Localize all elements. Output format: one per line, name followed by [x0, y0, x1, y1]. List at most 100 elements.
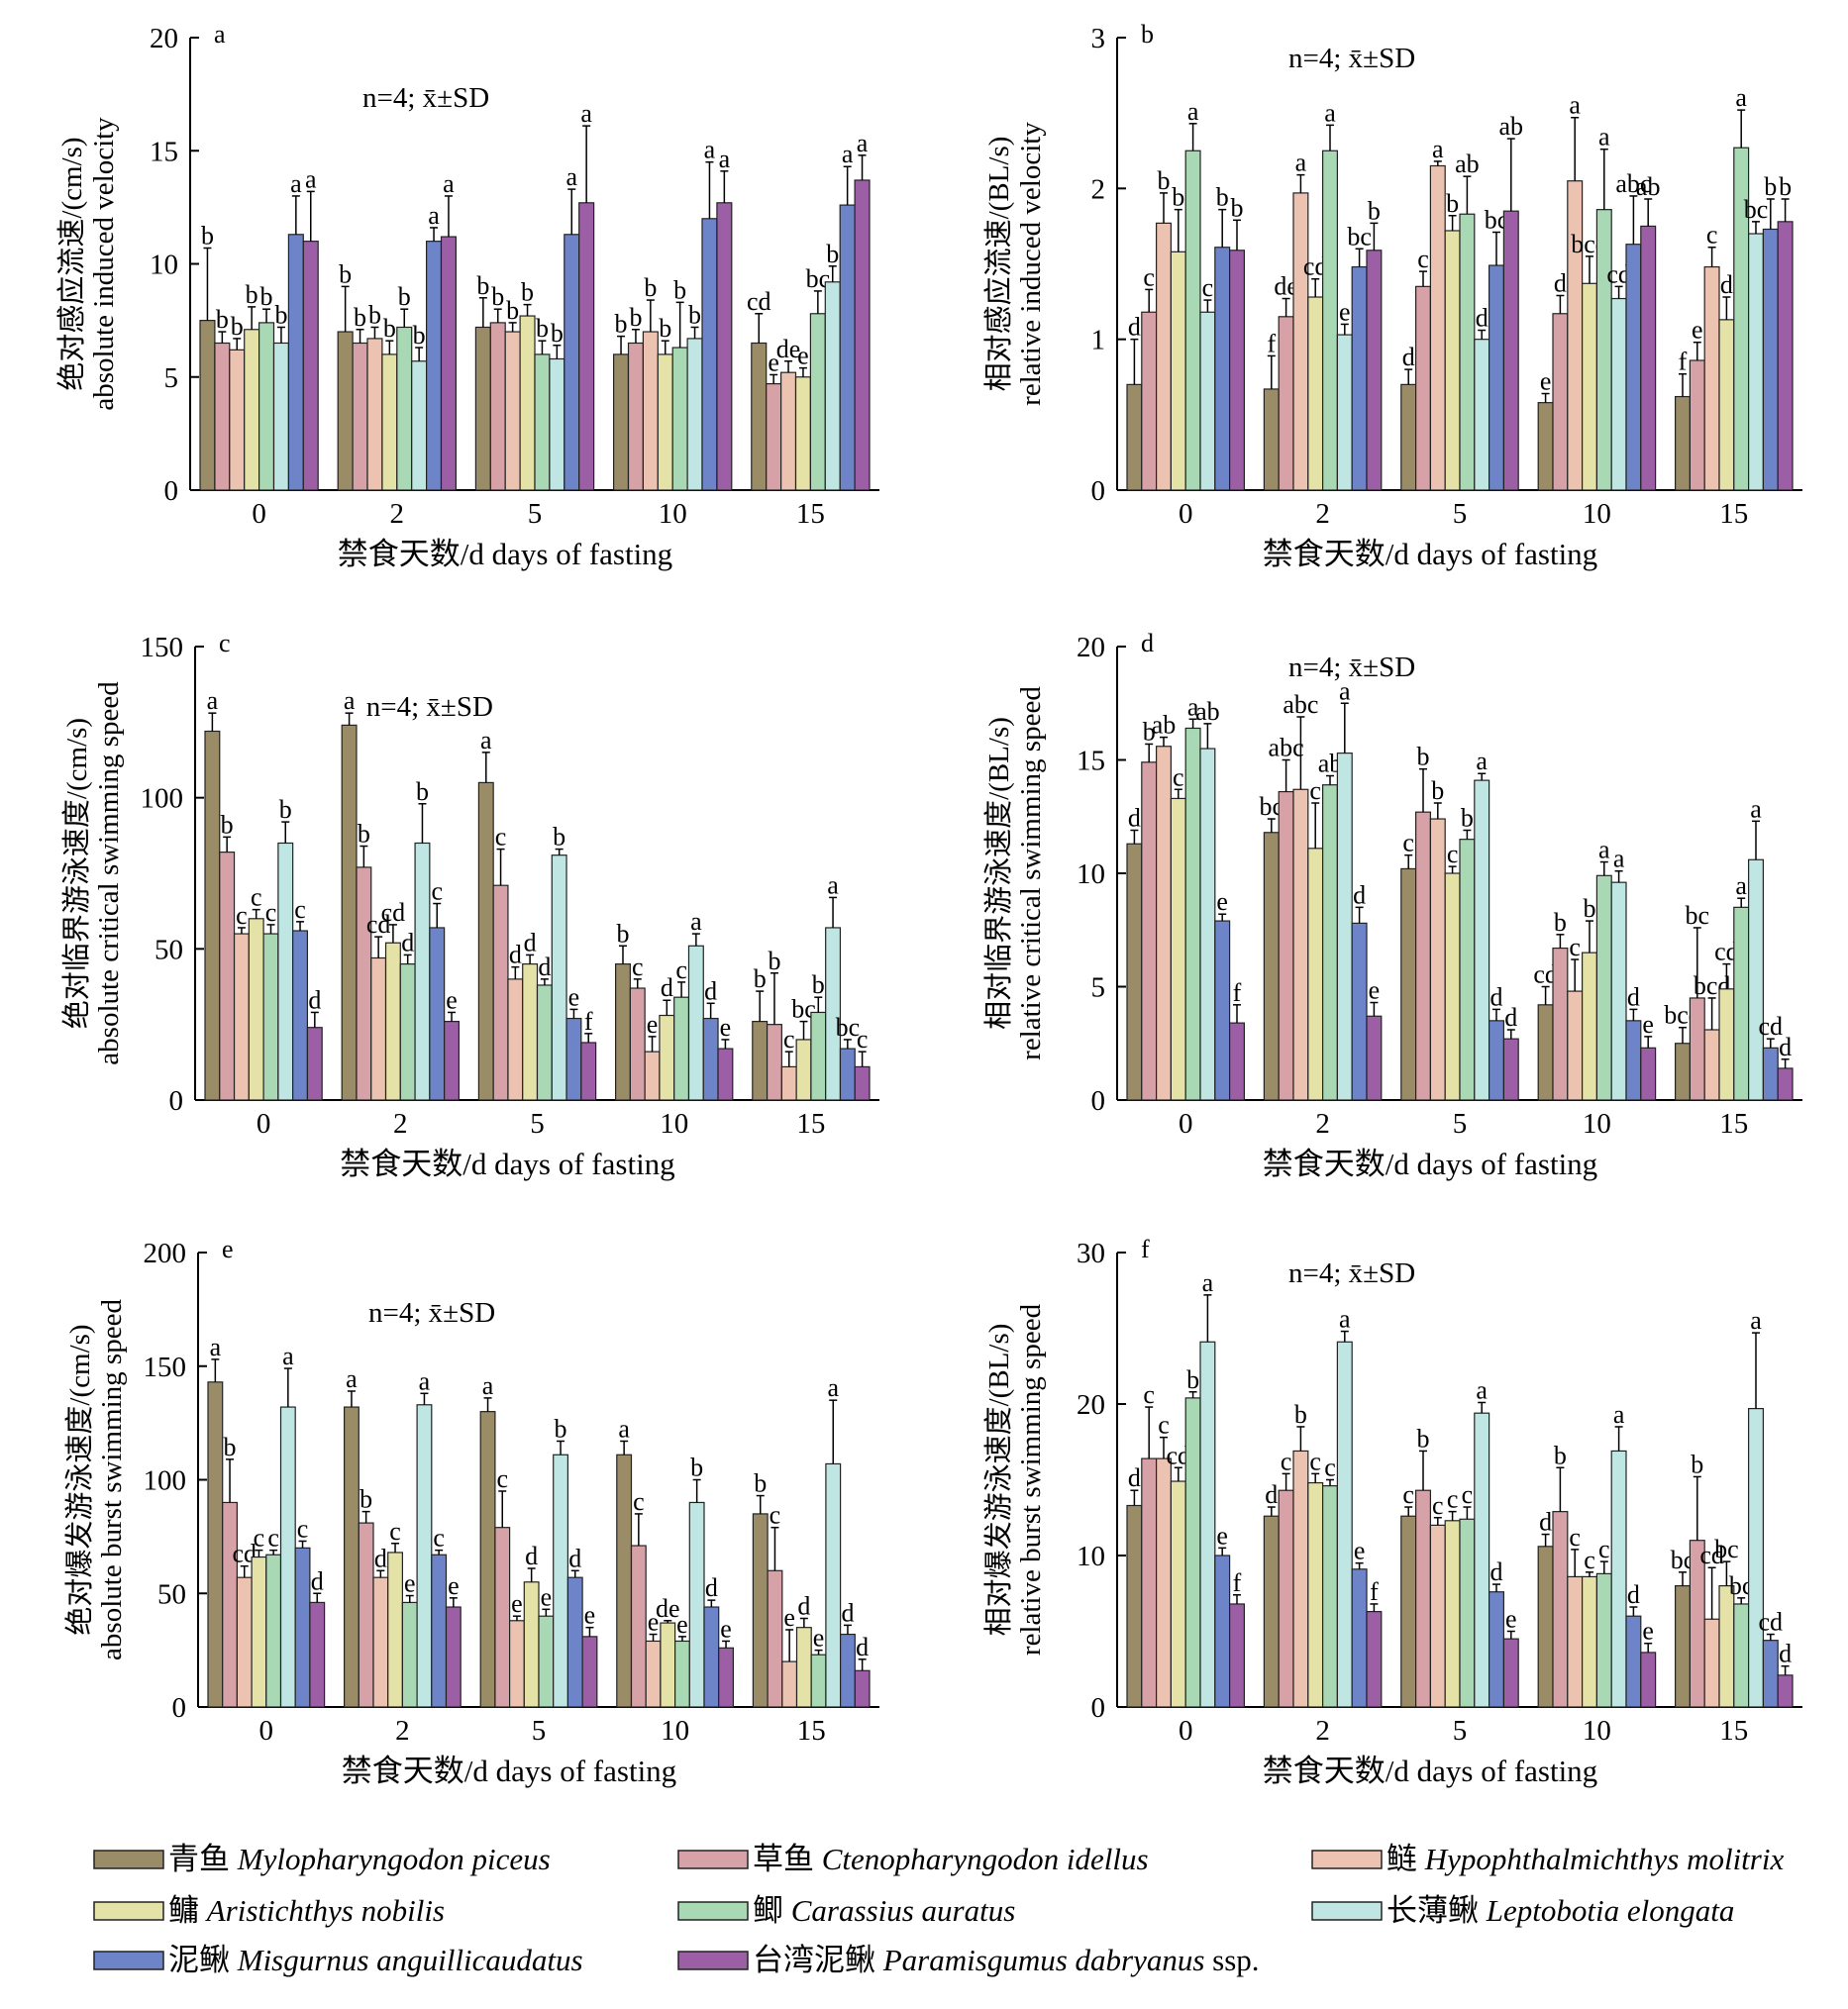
x-tick-label: 0: [257, 1108, 271, 1140]
bar: [356, 866, 372, 1101]
y-tick-label: 10: [150, 250, 178, 281]
bar: [1610, 1450, 1627, 1708]
bar: [1488, 264, 1504, 491]
significance-letter: b: [359, 1485, 372, 1514]
y-tick-label: 150: [141, 632, 184, 663]
x-tick-label: 15: [1719, 1715, 1748, 1747]
significance-letter: d: [1353, 880, 1366, 909]
significance-letter: d: [1128, 313, 1141, 342]
significance-letter: a: [565, 162, 577, 191]
bar: [1674, 1584, 1691, 1708]
bar: [566, 1576, 583, 1708]
y-axis-label: 绝对感应流速/(cm/s): [55, 137, 88, 390]
significance-letter: a: [1598, 836, 1610, 864]
bar: [717, 1048, 734, 1101]
bar: [1552, 947, 1569, 1101]
significance-letter: c: [1584, 1546, 1595, 1574]
bar: [474, 326, 491, 491]
significance-letter: f: [1233, 1568, 1242, 1597]
y-tick-label: 2: [1091, 173, 1106, 205]
bar: [1263, 388, 1280, 491]
bar: [781, 1660, 798, 1708]
bar: [384, 942, 401, 1101]
bar: [1155, 746, 1172, 1101]
bar: [366, 338, 383, 491]
significance-letter: d: [704, 976, 717, 1005]
bar: [1689, 997, 1705, 1101]
bar: [1733, 1603, 1750, 1708]
significance-letter: bc: [1347, 222, 1372, 251]
bar: [673, 1640, 690, 1708]
x-tick-label: 0: [252, 498, 266, 530]
bar: [1228, 1022, 1245, 1101]
significance-letter: d: [524, 928, 537, 956]
legend-swatch: [1311, 1850, 1383, 1869]
bar: [1155, 1457, 1172, 1708]
y-tick-label: 0: [169, 1085, 184, 1117]
legend-label: 草鱼 Ctenopharyngodon idellus: [753, 1842, 1149, 1876]
significance-letter: e: [720, 1614, 732, 1643]
significance-letter: abc: [1615, 169, 1651, 198]
bar: [1126, 1504, 1143, 1708]
significance-letter: b: [553, 823, 565, 852]
significance-letter: b: [339, 259, 352, 288]
panel-letter: b: [1141, 20, 1154, 49]
significance-letter: d: [311, 1566, 324, 1595]
bar: [1199, 1341, 1216, 1708]
significance-letter: a: [346, 1364, 358, 1393]
significance-letter: cd: [1699, 1541, 1724, 1569]
significance-letter: d: [1779, 1640, 1792, 1668]
bar: [1292, 192, 1309, 491]
sample-note: n=4; x̄±SD: [366, 691, 493, 723]
significance-letter: c: [1281, 1447, 1292, 1475]
bar: [1429, 164, 1446, 491]
bar: [1537, 402, 1554, 491]
significance-letter: c: [1402, 829, 1414, 857]
bar: [1170, 251, 1186, 491]
significance-letter: a: [443, 169, 455, 198]
y-tick-label: 15: [1077, 746, 1105, 777]
significance-letter: a: [480, 726, 492, 754]
bar: [1400, 1515, 1417, 1708]
significance-letter: b: [1143, 717, 1156, 746]
significance-letter: de: [776, 335, 801, 363]
bar: [553, 1454, 569, 1708]
significance-letter: a: [482, 1371, 494, 1400]
bar: [671, 347, 688, 491]
significance-letter: abc: [1283, 690, 1318, 719]
significance-letter: c: [1706, 221, 1718, 250]
bar: [1747, 233, 1764, 491]
bar: [306, 1027, 323, 1101]
significance-letter: b: [536, 314, 549, 343]
bar: [1199, 311, 1216, 491]
bar: [1703, 1618, 1720, 1708]
significance-letter: f: [1370, 1577, 1379, 1606]
x-axis-label: 禁食天数/d days of fasting: [338, 537, 672, 571]
y-tick-label: 0: [1091, 1085, 1106, 1117]
bar: [279, 1406, 296, 1708]
significance-letter: b: [1368, 196, 1381, 225]
bar: [1567, 180, 1584, 491]
significance-letter: c: [1324, 1454, 1336, 1482]
x-tick-label: 10: [1583, 498, 1611, 530]
bar: [302, 241, 319, 491]
x-axis-label: 禁食天数/d days of fasting: [1263, 1754, 1597, 1788]
y-axis-label: absolute burst swimming speed: [96, 1299, 128, 1660]
significance-letter: b: [1216, 183, 1229, 212]
panel-letter: d: [1141, 629, 1154, 657]
significance-letter: f: [1679, 348, 1688, 376]
significance-letter: c: [1158, 1411, 1170, 1440]
significance-letter: d: [1128, 1463, 1141, 1492]
significance-letter: d: [797, 1591, 810, 1620]
legend-label: 长薄鳅 Leptobotia elongata: [1386, 1893, 1734, 1928]
bar: [1184, 1397, 1201, 1708]
x-tick-label: 2: [1315, 498, 1330, 530]
bar: [258, 322, 275, 491]
bar: [752, 1021, 769, 1101]
bar: [1414, 285, 1431, 491]
significance-letter: cd: [381, 898, 406, 927]
bar: [578, 202, 595, 491]
bar: [1552, 313, 1569, 491]
significance-letter: c: [1309, 776, 1321, 805]
significance-letter: b: [615, 310, 628, 339]
